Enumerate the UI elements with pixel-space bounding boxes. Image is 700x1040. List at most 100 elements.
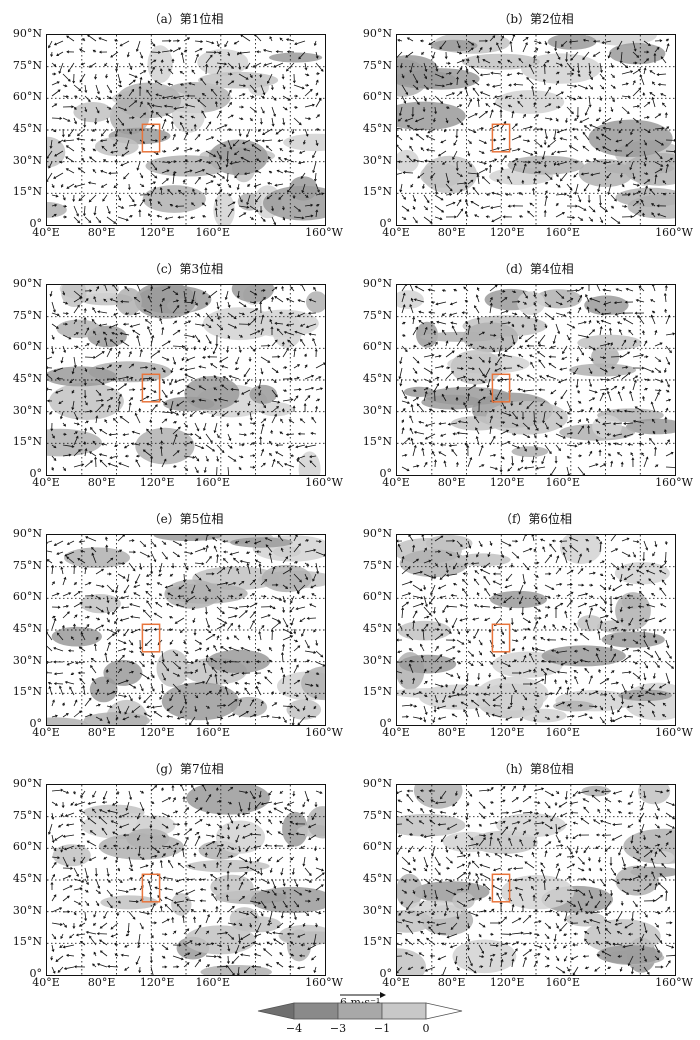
longitude-label: 80°E [437, 726, 466, 739]
latitude-label: 15°N [12, 935, 42, 949]
shaded-region [541, 645, 626, 667]
latitude-label: 75°N [362, 58, 392, 72]
latitude-label: 30°N [12, 153, 42, 167]
shaded-region [213, 192, 235, 225]
wind-field-map [47, 535, 325, 725]
longitude-label: 160°E [545, 476, 581, 489]
latitude-label: 30°N [12, 903, 42, 917]
shaded-region [397, 948, 426, 975]
latitude-label: 90°N [12, 27, 42, 40]
latitude-label: 90°N [362, 777, 392, 790]
longitude-label: 160°W [305, 476, 343, 489]
shaded-region [156, 649, 189, 687]
shaded-region [450, 350, 502, 385]
longitude-label: 120°E [139, 726, 175, 739]
panel-title: （h）第8位相 [498, 762, 574, 776]
shaded-region [601, 631, 665, 648]
shaded-region [52, 844, 91, 867]
shaded-region [565, 911, 605, 927]
panel-title: （g）第7位相 [148, 762, 224, 776]
latitude-label: 60°N [12, 840, 42, 854]
colorbar-tick: 0 [422, 1022, 430, 1035]
latitude-label: 90°N [12, 777, 42, 790]
shaded-region [568, 363, 637, 377]
shaded-region [517, 291, 545, 315]
shaded-region [507, 155, 584, 175]
shaded-region [47, 202, 67, 218]
latitude-label: 15°N [362, 185, 392, 199]
study-region-box [141, 373, 161, 403]
longitude-label: 160°W [305, 976, 343, 989]
shaded-region [577, 615, 603, 632]
shaded-region [94, 136, 139, 157]
longitude-label: 160°W [655, 726, 693, 739]
shaded-region [184, 925, 256, 955]
longitude-label: 160°W [655, 476, 693, 489]
shaded-region [185, 859, 270, 873]
latitude-label: 0° [379, 717, 393, 730]
shaded-region [49, 382, 124, 420]
latitude-label: 75°N [12, 808, 42, 822]
shaded-region [511, 446, 549, 457]
shaded-region [588, 119, 673, 157]
latitude-label: 0° [29, 467, 43, 480]
shaded-region [495, 90, 565, 114]
wind-vectors [47, 35, 325, 225]
colorbar-segment [293, 1002, 339, 1020]
shaded-region [638, 785, 671, 805]
wind-vectors [47, 285, 325, 475]
longitude-label: 40°E [382, 726, 410, 739]
shaded-region [397, 55, 439, 85]
longitude-label: 40°E [32, 976, 60, 989]
shaded-region [413, 785, 463, 809]
shaded-region [490, 590, 547, 609]
shaded-region [451, 416, 504, 431]
latitude-label: 90°N [362, 277, 392, 290]
latitude-label: 30°N [362, 403, 392, 417]
shaded-region [126, 828, 170, 849]
latitude-label: 45°N [362, 622, 392, 635]
colorbar-tick: −3 [329, 1022, 347, 1035]
shaded-region [142, 185, 206, 213]
latitude-label: 30°N [12, 653, 42, 667]
shaded-region [207, 649, 271, 674]
shaded-region [627, 194, 675, 219]
panel-title: （a）第1位相 [148, 12, 224, 26]
latitude-label: 60°N [362, 590, 392, 604]
latitude-label: 60°N [362, 340, 392, 354]
latitude-label: 75°N [362, 308, 392, 322]
shaded-region [153, 535, 223, 541]
study-region-box [491, 623, 511, 653]
longitude-label: 80°E [87, 976, 116, 989]
shaded-region [301, 666, 325, 701]
latitude-label: 0° [29, 967, 43, 980]
shaded-region [621, 595, 643, 610]
longitude-label: 40°E [32, 726, 60, 739]
shaded-region [307, 806, 325, 839]
latitude-label: 90°N [362, 27, 392, 40]
shaded-region [103, 659, 143, 686]
latitude-label: 15°N [362, 435, 392, 449]
shaded-region [422, 155, 478, 194]
latitude-label: 75°N [362, 808, 392, 822]
wind-field-map [397, 535, 675, 725]
shaded-region [559, 535, 602, 564]
shaded-region [230, 696, 268, 718]
latitude-label: 0° [379, 467, 393, 480]
latitude-label: 90°N [362, 527, 392, 540]
shaded-region [577, 334, 642, 351]
longitude-label: 120°E [139, 976, 175, 989]
latitude-label: 30°N [362, 653, 392, 667]
shaded-region [231, 285, 275, 303]
shaded-region [397, 873, 423, 909]
longitude-label: 120°E [489, 226, 525, 239]
panel-title: （f）第6位相 [499, 512, 573, 526]
latitude-label: 0° [29, 717, 43, 730]
latitude-label: 15°N [362, 935, 392, 949]
panel-title: （b）第2位相 [498, 12, 574, 26]
longitude-label: 120°E [489, 726, 525, 739]
wind-field-map [47, 785, 325, 975]
shaded-region [263, 185, 325, 221]
latitude-label: 45°N [362, 872, 392, 885]
shaded-region [547, 35, 597, 50]
